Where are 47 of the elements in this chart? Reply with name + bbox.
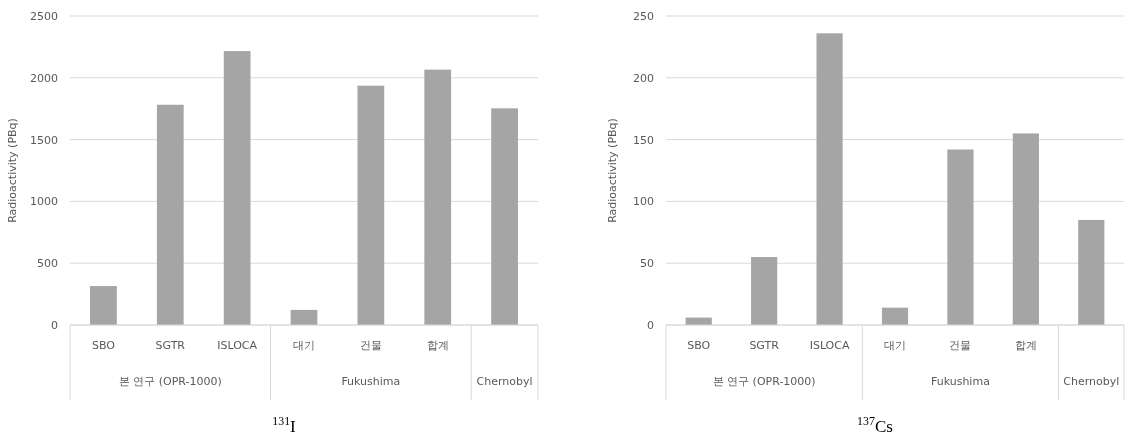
- bar: [947, 149, 974, 325]
- y-tick-label: 1500: [30, 133, 58, 147]
- text: Chernobyl: [476, 375, 533, 388]
- bar: [290, 309, 318, 325]
- bar: [751, 257, 778, 325]
- bar: [223, 51, 251, 325]
- y-tick-label: 2500: [30, 10, 58, 23]
- x-tick-label: 대기: [293, 339, 315, 352]
- text: 본 연구 (OPR-1000): [712, 375, 816, 388]
- y-tick-label: 50: [640, 257, 654, 271]
- y-axis-title: Radioactivity (PBq): [606, 118, 619, 223]
- y-tick-label: 1000: [30, 195, 58, 209]
- x-tick-label: SGTR: [155, 339, 186, 352]
- bar: [1078, 219, 1105, 325]
- x-tick-label: ISLOCA: [809, 339, 850, 352]
- x-tick-label: SBO: [687, 339, 711, 352]
- x-tick-label: SGTR: [749, 339, 780, 352]
- bar: [156, 104, 184, 325]
- y-tick-label: 500: [37, 257, 58, 271]
- bar: [357, 85, 385, 325]
- x-tick-label: SBO: [91, 339, 116, 352]
- text: Fukushima: [341, 375, 401, 388]
- text: $^{137}$Cs: [857, 414, 893, 436]
- x-tick-label: 합계: [1014, 339, 1037, 352]
- x-tick-label: 대기: [884, 339, 906, 352]
- bar: [491, 108, 518, 325]
- y-tick-label: 0: [51, 319, 58, 332]
- y-tick-label: 250: [633, 10, 654, 23]
- x-tick-label: ISLOCA: [217, 339, 258, 352]
- bar: [881, 307, 909, 325]
- x-tick-label: 건물: [359, 339, 382, 352]
- text: Chernobyl: [1063, 375, 1120, 388]
- x-tick-label: 합계: [426, 339, 449, 352]
- bar: [90, 286, 117, 325]
- text: 본 연구 (OPR-1000): [118, 375, 222, 388]
- bar: [1012, 133, 1039, 325]
- text: $^{131}$I: [272, 414, 297, 436]
- text: Fukushima: [930, 375, 990, 388]
- x-tick-label: 건물: [949, 339, 972, 352]
- bar: [424, 69, 452, 325]
- y-tick-label: 0: [647, 319, 654, 332]
- y-tick-label: 100: [633, 195, 654, 209]
- y-tick-label: 200: [633, 71, 654, 85]
- y-tick-label: 150: [633, 133, 654, 147]
- y-axis-title: Radioactivity (PBq): [6, 118, 19, 223]
- bar: [816, 33, 843, 325]
- y-tick-label: 2000: [30, 71, 58, 85]
